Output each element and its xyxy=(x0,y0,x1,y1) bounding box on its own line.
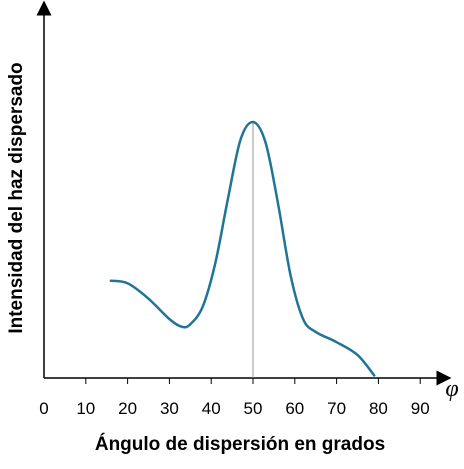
intensity-curve xyxy=(109,120,376,377)
x-tick-label: 60 xyxy=(285,399,304,418)
series-layer xyxy=(109,120,376,377)
x-tick-label: 50 xyxy=(244,399,263,418)
x-tick-label: 90 xyxy=(411,399,430,418)
x-tick-label: 0 xyxy=(39,399,48,418)
x-tick-label: 10 xyxy=(76,399,95,418)
x-tick-label: 20 xyxy=(118,399,137,418)
x-tick-label: 80 xyxy=(369,399,388,418)
x-axis-title: Ángulo de dispersión en grados xyxy=(95,433,385,455)
y-axis-title: Intensidad del haz dispersado xyxy=(6,62,27,333)
x-tick-label: 40 xyxy=(202,399,221,418)
x-tick-label: 30 xyxy=(160,399,179,418)
x-ticks: 0 10 20 30 40 50 60 70 80 90 xyxy=(39,378,430,418)
x-tick-label: 70 xyxy=(327,399,346,418)
x-axis-symbol: φ xyxy=(445,376,458,402)
